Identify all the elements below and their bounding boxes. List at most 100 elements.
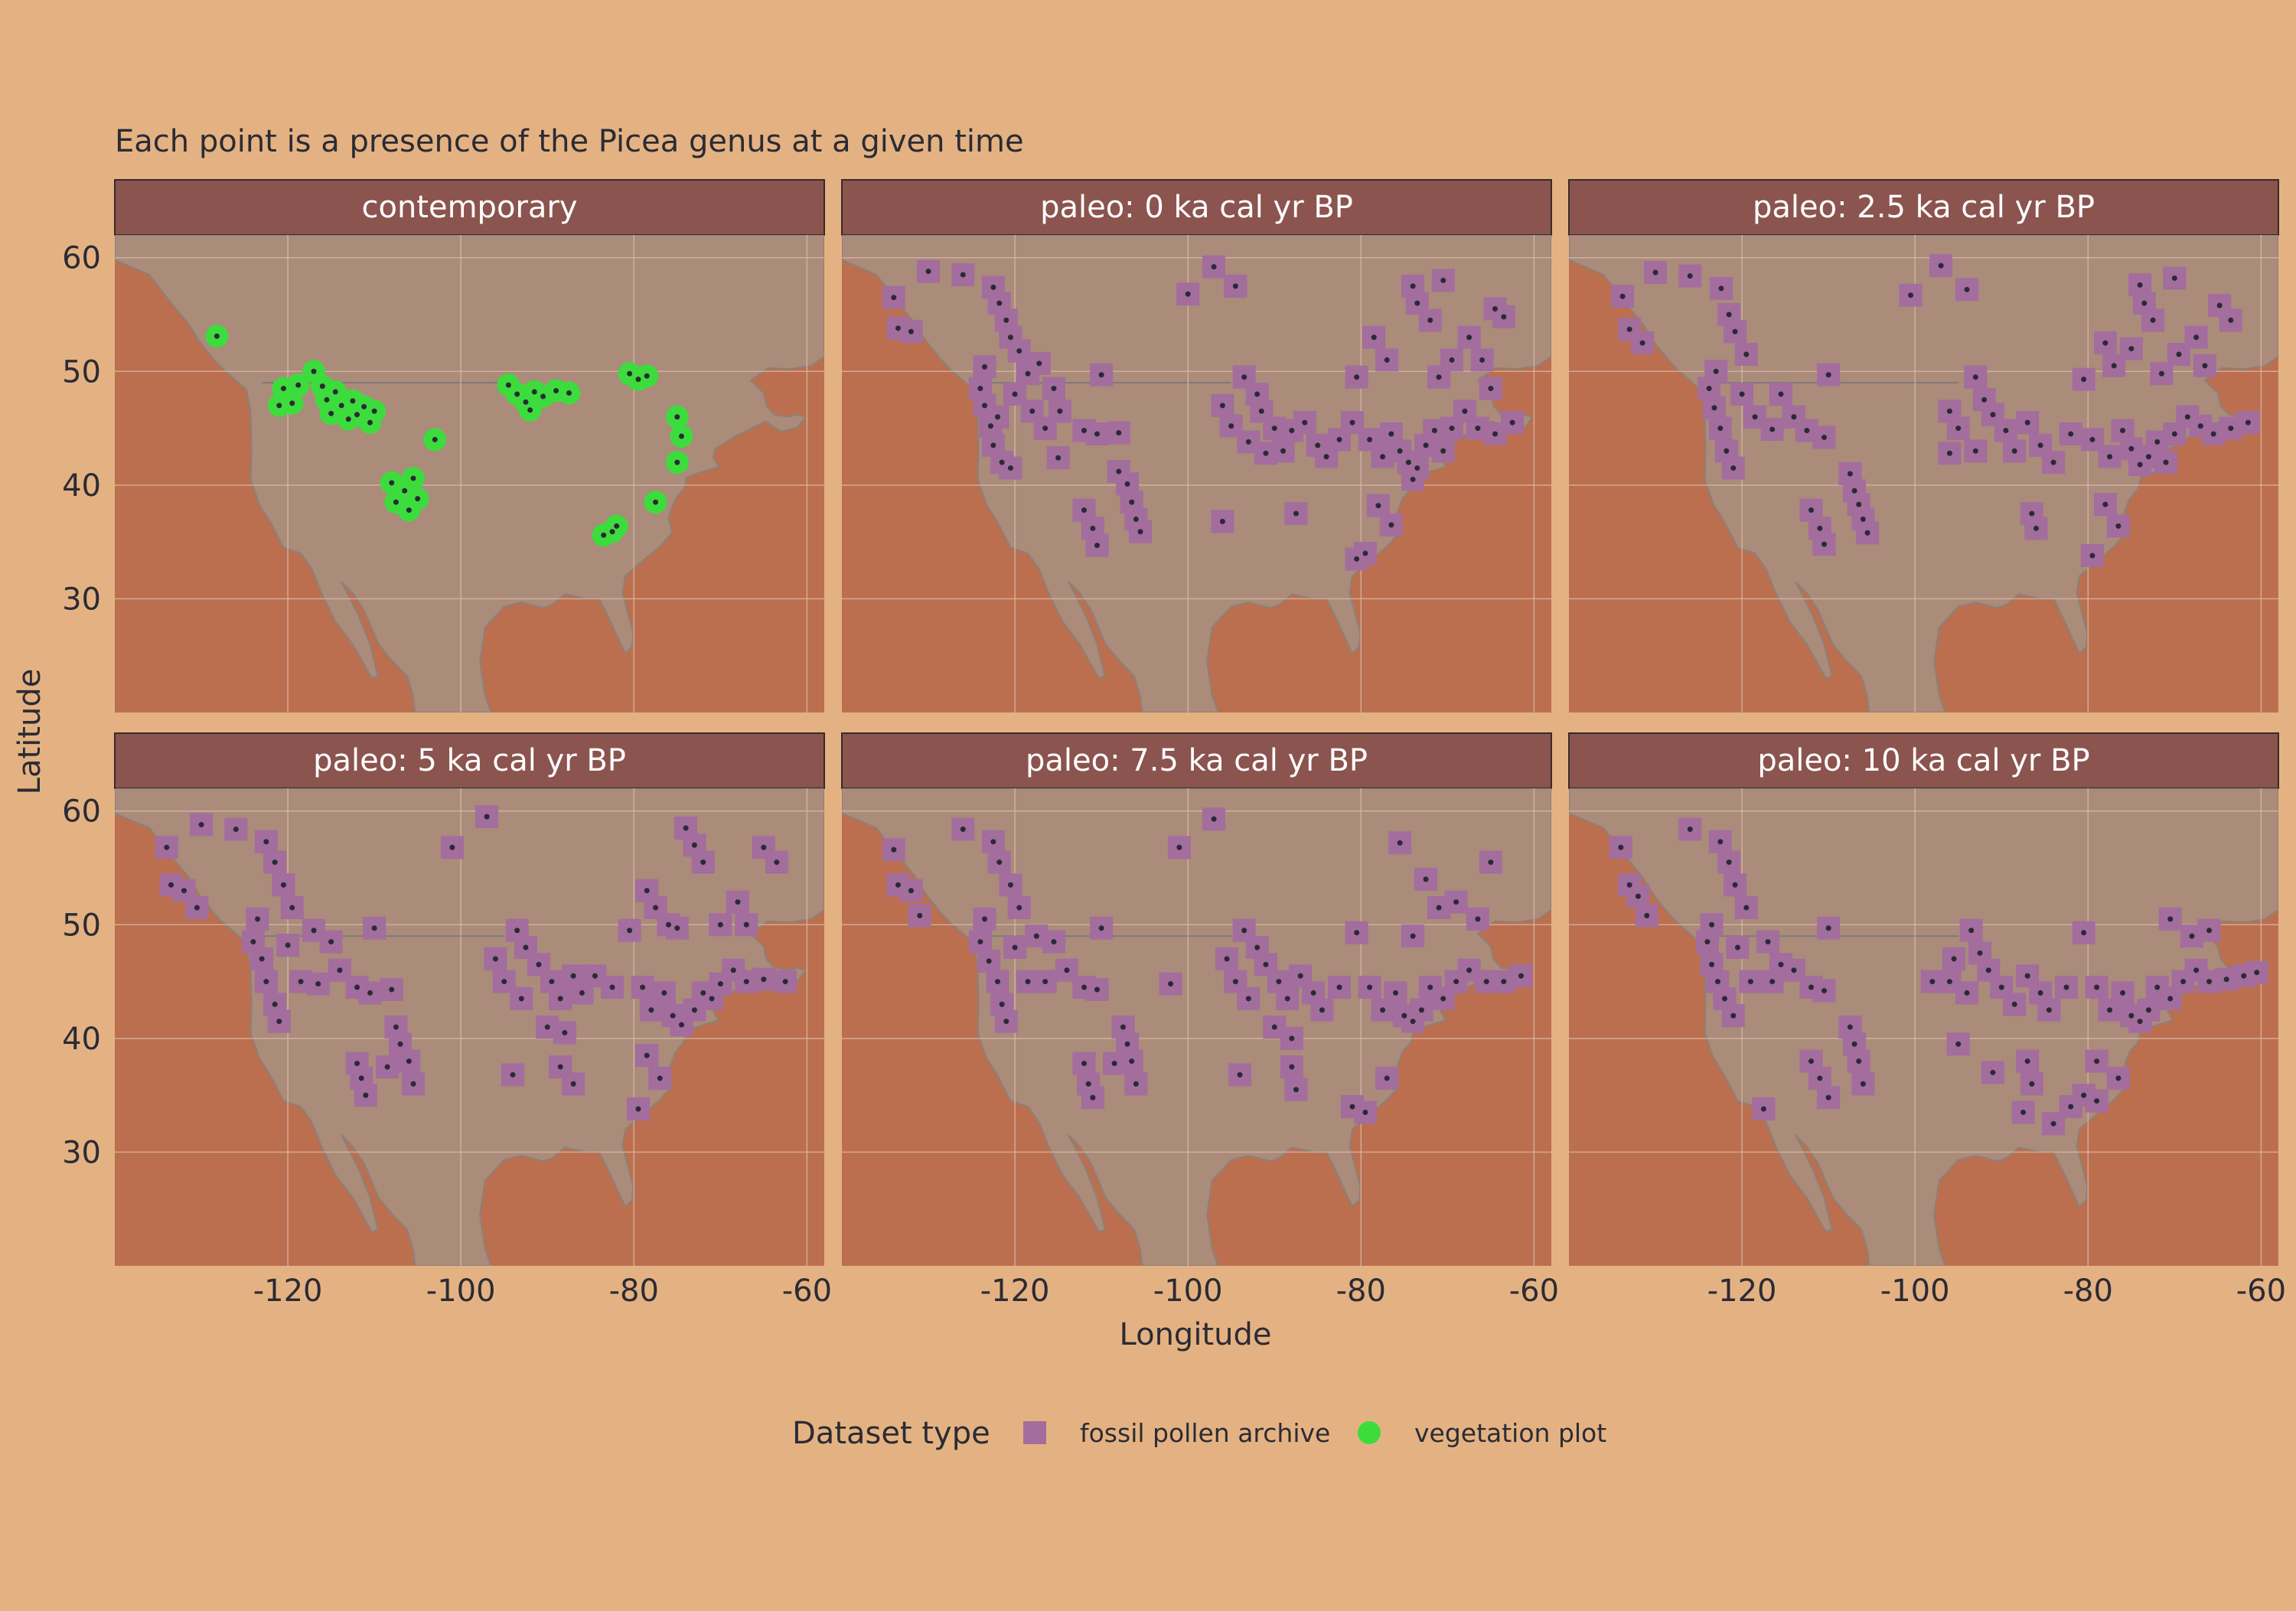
point-center — [1003, 317, 1009, 323]
point-center — [484, 814, 490, 820]
point-center — [1133, 1081, 1139, 1087]
point-center — [272, 1001, 278, 1007]
point-center — [2128, 445, 2135, 452]
point-center — [1436, 905, 1442, 911]
point-center — [2081, 930, 2087, 936]
point-center — [1129, 1058, 1135, 1065]
point-center — [2102, 340, 2108, 346]
point-center — [1808, 507, 1815, 514]
point-center — [2206, 928, 2213, 934]
facet-panels: contemporary paleo: 0 ka cal yr BP paleo: … — [114, 179, 2279, 1266]
point-center — [324, 396, 330, 403]
point-center — [1709, 921, 1715, 928]
point-center — [1042, 979, 1049, 985]
point-center — [354, 412, 360, 418]
point-center — [1718, 285, 1724, 292]
point-center — [609, 984, 615, 990]
point-center — [298, 979, 304, 985]
point-center — [1972, 448, 1978, 454]
point-center — [367, 990, 373, 996]
point-center — [1111, 1061, 1117, 1067]
point-center — [2111, 363, 2117, 369]
legend-title: Dataset type — [792, 1416, 990, 1451]
point-center — [891, 295, 897, 301]
x-tick-label: -100 — [426, 1273, 496, 1309]
point-center — [250, 939, 256, 945]
point-center — [1626, 326, 1632, 332]
point-center — [2128, 346, 2135, 352]
point-center — [592, 973, 598, 979]
facet-panel: paleo: 10 ka cal yr BP — [1568, 732, 2279, 1266]
point-center — [1349, 419, 1355, 426]
point-center — [2206, 979, 2213, 985]
point-center — [1821, 541, 1827, 547]
point-center — [999, 459, 1005, 465]
point-center — [432, 436, 438, 442]
point-center — [1431, 428, 1437, 434]
data-points — [205, 324, 693, 547]
point-center — [1817, 1075, 1823, 1081]
point-center — [1098, 925, 1104, 931]
point-center — [570, 1081, 576, 1087]
point-center — [1315, 442, 1321, 448]
point-center — [1029, 408, 1035, 414]
point-center — [492, 956, 498, 962]
point-center — [1860, 1081, 1866, 1087]
point-center — [700, 859, 706, 866]
point-center — [1509, 419, 1515, 426]
point-center — [285, 942, 291, 948]
point-center — [1726, 859, 1732, 866]
point-center — [2046, 1007, 2052, 1013]
point-center — [2029, 510, 2035, 517]
point-center — [2094, 1058, 2100, 1065]
point-center — [164, 844, 170, 850]
point-center — [337, 967, 343, 973]
data-points — [1611, 254, 2260, 567]
x-tick-label: -100 — [1880, 1273, 1950, 1309]
point-center — [2029, 1081, 2035, 1087]
point-center — [691, 842, 697, 848]
point-center — [1449, 426, 1455, 432]
point-center — [1972, 374, 1978, 380]
point-center — [354, 1061, 360, 1067]
point-center — [717, 981, 723, 987]
point-center — [1704, 939, 1711, 945]
facet-panel: contemporary — [114, 179, 825, 713]
point-center — [774, 859, 780, 866]
point-center — [514, 391, 520, 397]
point-center — [384, 1064, 390, 1070]
facet-strip — [114, 179, 825, 236]
point-center — [1310, 990, 1316, 996]
point-center — [1466, 334, 1473, 341]
point-center — [371, 408, 377, 414]
point-center — [2158, 370, 2164, 377]
point-center — [263, 839, 269, 845]
legend-key-fossil — [1023, 1421, 1046, 1444]
point-center — [2081, 1092, 2087, 1098]
point-center — [1483, 979, 1489, 985]
point-center — [1726, 311, 1732, 318]
point-center — [895, 325, 901, 331]
point-center — [2024, 419, 2030, 426]
point-center — [255, 916, 261, 922]
point-center — [1176, 844, 1182, 850]
point-center — [1362, 1109, 1368, 1115]
point-center — [700, 990, 706, 996]
x-axis-title: Longitude — [1120, 1317, 1272, 1352]
point-center — [1033, 933, 1039, 939]
point-center — [2137, 1019, 2143, 1025]
chart-subtitle: Each point is a presence of the Picea ge… — [115, 124, 1024, 159]
facet-panel: paleo: 2.5 ka cal yr BP — [1568, 179, 2279, 713]
point-center — [782, 979, 788, 985]
point-center — [510, 1071, 516, 1078]
point-center — [557, 1064, 563, 1070]
point-center — [1224, 956, 1230, 962]
point-center — [674, 925, 680, 931]
point-center — [2024, 973, 2030, 979]
point-center — [648, 1007, 654, 1013]
y-tick-label: 60 — [62, 794, 101, 830]
point-center — [1007, 334, 1013, 341]
y-tick-label: 40 — [62, 1022, 101, 1057]
point-center — [1297, 973, 1303, 979]
